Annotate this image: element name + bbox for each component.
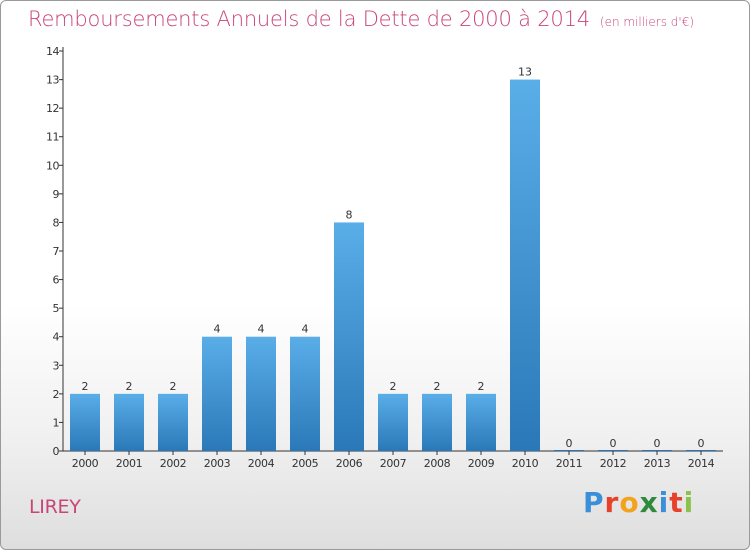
- y-tick-label: 10: [46, 159, 59, 172]
- logo-letter: i: [658, 486, 670, 519]
- x-tick-label: 2007: [380, 457, 407, 470]
- y-tick-label: 4: [53, 331, 60, 344]
- bar: [554, 450, 584, 451]
- bar: [510, 79, 540, 452]
- x-tick-label: 2010: [512, 457, 539, 470]
- x-tick-label: 2000: [72, 457, 99, 470]
- bar: [114, 393, 144, 451]
- bar: [334, 222, 364, 451]
- y-tick-label: 11: [46, 131, 59, 144]
- data-label: 2: [478, 380, 485, 393]
- data-label: 2: [82, 380, 89, 393]
- title-text: Remboursements Annuels de la Dette de 20…: [28, 7, 590, 31]
- unit-note: (en milliers d'€): [599, 15, 695, 29]
- bar: [290, 336, 320, 451]
- x-tick-label: 2008: [424, 457, 451, 470]
- bar: [246, 336, 276, 451]
- data-label: 2: [390, 380, 397, 393]
- y-tick-label: 13: [46, 74, 59, 87]
- data-label: 4: [258, 323, 265, 336]
- bar: [378, 393, 408, 451]
- data-label: 2: [126, 380, 133, 393]
- data-label: 4: [214, 323, 221, 336]
- bar: [422, 393, 452, 451]
- data-label: 0: [566, 437, 573, 450]
- logo-letter: r: [604, 486, 620, 519]
- bar: [642, 450, 672, 451]
- y-tick-label: 12: [46, 102, 59, 115]
- bar: [598, 450, 628, 451]
- x-tick-label: 2005: [292, 457, 319, 470]
- x-tick-label: 2012: [600, 457, 626, 470]
- x-tick-label: 2003: [204, 457, 231, 470]
- y-tick-label: 5: [53, 302, 60, 315]
- bar: [202, 336, 232, 451]
- y-tick-label: 7: [53, 245, 60, 258]
- x-tick-label: 2011: [556, 457, 582, 470]
- data-label: 2: [170, 380, 177, 393]
- x-tick-label: 2006: [336, 457, 363, 470]
- data-label: 0: [610, 437, 617, 450]
- x-tick-label: 2009: [468, 457, 495, 470]
- data-label: 0: [654, 437, 661, 450]
- x-tick-label: 2004: [248, 457, 275, 470]
- y-tick-label: 3: [53, 359, 60, 372]
- logo-letter: o: [619, 486, 640, 519]
- x-tick-label: 2013: [644, 457, 671, 470]
- y-tick-label: 9: [53, 188, 60, 201]
- x-tick-label: 2002: [160, 457, 186, 470]
- data-label: 8: [346, 208, 353, 221]
- logo-letter: P: [583, 486, 605, 519]
- bar: [466, 393, 496, 451]
- y-tick-label: 8: [53, 216, 60, 229]
- logo-letter: i: [683, 486, 695, 519]
- y-tick-label: 0: [53, 445, 60, 458]
- logo-letter: x: [639, 486, 659, 519]
- bar: [158, 393, 188, 451]
- y-tick-label: 14: [46, 45, 59, 58]
- proxiti-logo: Proxiti: [583, 486, 694, 519]
- y-tick-label: 1: [53, 416, 60, 429]
- logo-letter: t: [669, 486, 684, 519]
- data-label: 2: [434, 380, 441, 393]
- x-tick-label: 2001: [116, 457, 142, 470]
- data-label: 13: [518, 66, 532, 79]
- data-label: 0: [698, 437, 705, 450]
- data-label: 4: [302, 323, 309, 336]
- chart-title: Remboursements Annuels de la Dette de 20…: [28, 7, 694, 31]
- x-tick-label: 2014: [688, 457, 715, 470]
- commune-name: LIREY: [29, 496, 81, 518]
- bar: [686, 450, 716, 451]
- y-tick-label: 6: [53, 274, 60, 287]
- y-tick-label: 2: [53, 388, 60, 401]
- bar: [70, 393, 100, 451]
